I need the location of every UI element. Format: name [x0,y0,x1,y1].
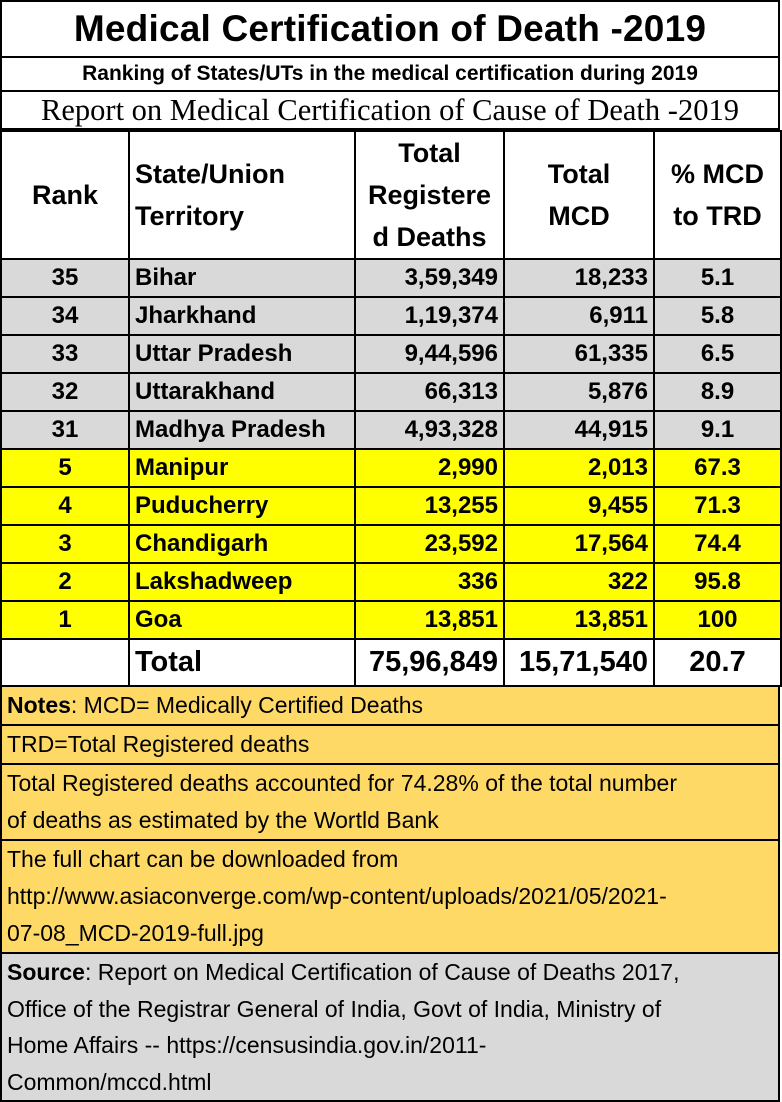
state-cell: Jharkhand [128,296,356,336]
table-row: 1 Goa 13,851 13,851 100 [0,600,782,640]
coverage-line: Total Registered deaths accounted for 74… [7,770,677,796]
page-subtitle: Ranking of States/UTs in the medical cer… [0,58,780,92]
page-title: Medical Certification of Death -2019 [0,0,780,58]
state-cell: Madhya Pradesh [128,410,356,450]
trd-cell: 13,255 [354,486,505,526]
table-row: 2 Lakshadweep 336 322 95.8 [0,562,782,602]
trd-cell: 336 [354,562,505,602]
header-rank: Rank [0,130,130,260]
header-total-mcd: Total MCD [503,130,655,260]
trd-cell: 23,592 [354,524,505,564]
mcd-definition-text: : MCD= Medically Certified Deaths [70,692,424,718]
table-row: 34 Jharkhand 1,19,374 6,911 5.8 [0,296,782,336]
total-row: Total 75,96,849 15,71,540 20.7 [0,638,782,687]
state-cell: Goa [128,600,356,640]
download-url-line: http://www.asiaconverge.com/wp-content/u… [7,883,667,909]
total-pct: 20.7 [653,638,782,687]
mcd-cell: 2,013 [503,448,655,488]
trd-cell: 2,990 [354,448,505,488]
source-text: : Report on Medical Certification of Cau… [84,959,680,985]
trd-cell: 13,851 [354,600,505,640]
coverage-line: of deaths as estimated by the Wortld Ban… [7,807,439,833]
state-cell: Bihar [128,258,356,298]
total-rank-cell [0,638,130,687]
state-cell: Puducherry [128,486,356,526]
header-pct-mcd-to-trd: % MCD to TRD [653,130,782,260]
total-trd: 75,96,849 [354,638,505,687]
state-cell: Uttarakhand [128,372,356,412]
rank-cell: 2 [0,562,130,602]
notes-label: Notes [7,692,71,718]
source-label: Source [7,959,85,985]
rank-cell: 4 [0,486,130,526]
trd-cell: 66,313 [354,372,505,412]
mcd-cell: 17,564 [503,524,655,564]
note-download: The full chart can be downloaded from ht… [0,841,780,954]
mcd-cell: 6,911 [503,296,655,336]
pct-cell: 6.5 [653,334,782,374]
download-url-line: 07-08_MCD-2019-full.jpg [7,920,264,946]
total-mcd: 15,71,540 [503,638,655,687]
rank-cell: 32 [0,372,130,412]
source-line: Source: Report on Medical Certification … [7,954,773,991]
total-label: Total [128,638,356,687]
pct-cell: 9.1 [653,410,782,450]
state-cell: Uttar Pradesh [128,334,356,374]
header-state: State/Union Territory [128,130,356,260]
rank-cell: 5 [0,448,130,488]
pct-cell: 95.8 [653,562,782,602]
mcd-cell: 9,455 [503,486,655,526]
table-row: 33 Uttar Pradesh 9,44,596 61,335 6.5 [0,334,782,374]
source-line: Common/mccd.html [7,1068,212,1095]
note-coverage: Total Registered deaths accounted for 74… [0,765,780,841]
table-row: 32 Uttarakhand 66,313 5,876 8.9 [0,372,782,412]
trd-cell: 9,44,596 [354,334,505,374]
state-cell: Chandigarh [128,524,356,564]
state-cell: Lakshadweep [128,562,356,602]
mcd-cell: 13,851 [503,600,655,640]
header-total-registered-deaths: Total Registere d Deaths [354,130,505,260]
trd-cell: 4,93,328 [354,410,505,450]
mcd-cell: 18,233 [503,258,655,298]
ranking-table: Rank State/Union Territory Total Registe… [0,130,782,687]
report-title: Report on Medical Certification of Cause… [0,92,780,130]
source-line: Home Affairs -- https://censusindia.gov.… [7,1032,487,1058]
pct-cell: 100 [653,600,782,640]
trd-cell: 3,59,349 [354,258,505,298]
state-cell: Manipur [128,448,356,488]
source-note: Source: Report on Medical Certification … [0,954,780,1102]
table-row: 3 Chandigarh 23,592 17,564 74.4 [0,524,782,564]
mcd-cell: 322 [503,562,655,602]
mcd-cell: 61,335 [503,334,655,374]
table-row: 5 Manipur 2,990 2,013 67.3 [0,448,782,488]
rank-cell: 1 [0,600,130,640]
pct-cell: 74.4 [653,524,782,564]
rank-cell: 35 [0,258,130,298]
rank-cell: 31 [0,410,130,450]
mcd-cell: 5,876 [503,372,655,412]
pct-cell: 67.3 [653,448,782,488]
table-header-row: Rank State/Union Territory Total Registe… [0,130,782,260]
download-text: The full chart can be downloaded from [7,846,399,872]
trd-cell: 1,19,374 [354,296,505,336]
table-row: 4 Puducherry 13,255 9,455 71.3 [0,486,782,526]
rank-cell: 34 [0,296,130,336]
note-mcd-definition: Notes: MCD= Medically Certified Deaths [0,687,780,726]
rank-cell: 3 [0,524,130,564]
pct-cell: 5.8 [653,296,782,336]
mcd-cell: 44,915 [503,410,655,450]
pct-cell: 5.1 [653,258,782,298]
table-row: 31 Madhya Pradesh 4,93,328 44,915 9.1 [0,410,782,450]
pct-cell: 71.3 [653,486,782,526]
table-row: 35 Bihar 3,59,349 18,233 5.1 [0,258,782,298]
pct-cell: 8.9 [653,372,782,412]
rank-cell: 33 [0,334,130,374]
source-line: Office of the Registrar General of India… [7,995,662,1022]
note-trd-definition: TRD=Total Registered deaths [0,726,780,765]
